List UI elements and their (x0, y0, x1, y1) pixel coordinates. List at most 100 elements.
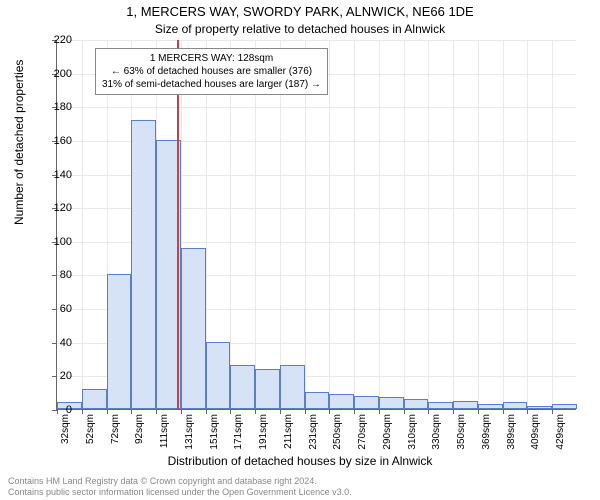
xtick-mark (453, 409, 454, 414)
xtick-label: 92sqm (134, 414, 145, 444)
xtick-mark (552, 409, 553, 414)
gridline-v (527, 40, 528, 409)
xtick-mark (379, 409, 380, 414)
callout-line-3: 31% of semi-detached houses are larger (… (102, 78, 321, 91)
y-axis-label: Number of detached properties (12, 60, 26, 225)
plot-area: 1 MERCERS WAY: 128sqm← 63% of detached h… (56, 40, 576, 410)
histogram-bar (404, 399, 429, 409)
gridline-v (453, 40, 454, 409)
gridline-v (305, 40, 306, 409)
histogram-bar (230, 365, 255, 409)
gridline-v (354, 40, 355, 409)
ytick-label: 180 (32, 101, 72, 113)
xtick-mark (478, 409, 479, 414)
xtick-label: 270sqm (357, 414, 368, 450)
histogram-bar (255, 369, 280, 409)
histogram-bar (354, 396, 379, 409)
xtick-mark (428, 409, 429, 414)
ytick-label: 160 (32, 135, 72, 147)
ytick-label: 220 (32, 34, 72, 46)
gridline-h (57, 107, 576, 108)
gridline-v (379, 40, 380, 409)
xtick-label: 389sqm (506, 414, 517, 450)
chart-title-sub: Size of property relative to detached ho… (0, 22, 600, 36)
ytick-label: 80 (32, 269, 72, 281)
histogram-bar (82, 389, 107, 409)
xtick-label: 429sqm (555, 414, 566, 450)
ytick-label: 100 (32, 236, 72, 248)
histogram-bar (107, 274, 132, 409)
xtick-label: 52sqm (85, 414, 96, 444)
gridline-v (255, 40, 256, 409)
xtick-label: 409sqm (530, 414, 541, 450)
gridline-v (329, 40, 330, 409)
xtick-label: 330sqm (431, 414, 442, 450)
x-axis-label: Distribution of detached houses by size … (0, 454, 600, 468)
xtick-mark (181, 409, 182, 414)
xtick-mark (255, 409, 256, 414)
xtick-label: 211sqm (283, 414, 294, 449)
ytick-label: 40 (32, 337, 72, 349)
xtick-label: 310sqm (407, 414, 418, 450)
xtick-mark (230, 409, 231, 414)
gridline-h (57, 40, 576, 41)
xtick-label: 231sqm (308, 414, 319, 450)
xtick-mark (107, 409, 108, 414)
xtick-mark (280, 409, 281, 414)
xtick-mark (404, 409, 405, 414)
histogram-bar (552, 404, 577, 409)
histogram-bar (453, 401, 478, 409)
ytick-label: 60 (32, 303, 72, 315)
ytick-label: 20 (32, 370, 72, 382)
gridline-v (428, 40, 429, 409)
xtick-label: 191sqm (258, 414, 269, 450)
histogram-bar (305, 392, 330, 409)
histogram-bar (527, 406, 552, 409)
ytick-label: 140 (32, 169, 72, 181)
xtick-label: 350sqm (456, 414, 467, 450)
gridline-v (552, 40, 553, 409)
xtick-label: 32sqm (60, 414, 71, 444)
gridline-v (478, 40, 479, 409)
xtick-mark (206, 409, 207, 414)
xtick-label: 151sqm (209, 414, 220, 450)
histogram-bar (503, 402, 528, 409)
gridline-v (82, 40, 83, 409)
footer-text: Contains HM Land Registry data © Crown c… (8, 476, 352, 498)
histogram-bar (206, 342, 231, 409)
xtick-mark (329, 409, 330, 414)
xtick-label: 131sqm (184, 414, 195, 450)
ytick-label: 120 (32, 202, 72, 214)
gridline-v (503, 40, 504, 409)
xtick-label: 72sqm (110, 414, 121, 444)
xtick-label: 290sqm (382, 414, 393, 450)
xtick-mark (82, 409, 83, 414)
histogram-bar (428, 402, 453, 409)
xtick-mark (131, 409, 132, 414)
chart-title-main: 1, MERCERS WAY, SWORDY PARK, ALNWICK, NE… (0, 4, 600, 19)
marker-line (177, 40, 179, 409)
callout-box: 1 MERCERS WAY: 128sqm← 63% of detached h… (95, 48, 328, 95)
xtick-mark (503, 409, 504, 414)
xtick-mark (354, 409, 355, 414)
xtick-label: 369sqm (481, 414, 492, 450)
footer-line-1: Contains HM Land Registry data © Crown c… (8, 476, 352, 487)
histogram-bar (478, 404, 503, 409)
xtick-label: 111sqm (159, 414, 170, 448)
gridline-v (230, 40, 231, 409)
callout-line-1: 1 MERCERS WAY: 128sqm (102, 52, 321, 65)
xtick-mark (527, 409, 528, 414)
histogram-bar (181, 248, 206, 409)
histogram-bar (280, 365, 305, 409)
callout-line-2: ← 63% of detached houses are smaller (37… (102, 65, 321, 78)
xtick-label: 250sqm (332, 414, 343, 450)
gridline-v (404, 40, 405, 409)
footer-line-2: Contains public sector information licen… (8, 487, 352, 498)
xtick-mark (305, 409, 306, 414)
xtick-mark (156, 409, 157, 414)
ytick-label: 200 (32, 68, 72, 80)
histogram-bar (379, 397, 404, 409)
histogram-bar (131, 120, 156, 409)
gridline-v (280, 40, 281, 409)
xtick-label: 171sqm (233, 414, 244, 450)
